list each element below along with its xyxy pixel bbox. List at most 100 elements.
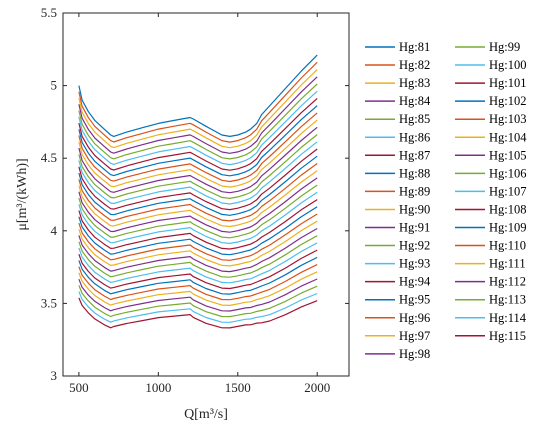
- legend-item: Hg:111: [455, 257, 526, 271]
- series-line: [78, 97, 318, 171]
- series-line: [78, 177, 318, 233]
- series-line: [78, 264, 318, 301]
- legend-label: Hg:91: [399, 221, 430, 235]
- series-line: [78, 249, 318, 290]
- legend-label: Hg:92: [399, 239, 430, 253]
- legend-label: Hg:103: [489, 112, 527, 126]
- y-tick-label: 4: [51, 223, 58, 238]
- series-line: [78, 134, 318, 199]
- legend-item: Hg:81: [365, 40, 430, 54]
- legend-item: Hg:86: [365, 130, 430, 144]
- legend-label: Hg:113: [489, 293, 526, 307]
- series-line: [78, 76, 318, 154]
- legend-item: Hg:94: [365, 275, 431, 289]
- legend-label: Hg:109: [489, 221, 527, 235]
- legend-label: Hg:81: [399, 40, 430, 54]
- series-line: [78, 227, 318, 273]
- legend-item: Hg:106: [455, 166, 527, 180]
- legend-label: Hg:88: [399, 166, 430, 180]
- legend-label: Hg:107: [489, 184, 527, 198]
- series-line: [78, 220, 318, 267]
- legend-item: Hg:105: [455, 148, 527, 162]
- series-line: [78, 141, 318, 205]
- legend-label: Hg:96: [399, 311, 430, 325]
- x-tick-label: 500: [69, 380, 89, 395]
- series-line: [78, 206, 318, 256]
- legend-item: Hg:93: [365, 257, 430, 271]
- legend-item: Hg:104: [455, 130, 527, 144]
- series-line: [78, 278, 318, 312]
- x-tick-label: 1000: [145, 380, 171, 395]
- legend-label: Hg:85: [399, 112, 430, 126]
- series-line: [78, 271, 318, 306]
- series-line: [78, 297, 318, 329]
- legend-label: Hg:84: [399, 94, 431, 108]
- legend-label: Hg:112: [489, 275, 526, 289]
- legend-item: Hg:107: [455, 184, 527, 198]
- legend-item: Hg:88: [365, 166, 430, 180]
- series-lines: [78, 54, 318, 329]
- series-line: [78, 291, 318, 323]
- legend-label: Hg:104: [489, 130, 527, 144]
- x-axis-label: Q[m³/s]: [184, 407, 228, 422]
- legend-item: Hg:97: [365, 329, 430, 343]
- legend-item: Hg:87: [365, 148, 430, 162]
- legend-label: Hg:93: [399, 257, 430, 271]
- legend-item: Hg:99: [455, 40, 520, 54]
- legend-item: Hg:114: [455, 311, 527, 325]
- series-line: [78, 112, 318, 183]
- legend-item: Hg:92: [365, 239, 430, 253]
- legend-item: Hg:109: [455, 221, 527, 235]
- legend-item: Hg:113: [455, 293, 526, 307]
- series-line: [78, 54, 318, 137]
- legend-item: Hg:91: [365, 221, 430, 235]
- legend-label: Hg:111: [489, 257, 526, 271]
- legend-label: Hg:83: [399, 76, 430, 90]
- axes-box: [62, 12, 350, 377]
- legend-label: Hg:106: [489, 166, 527, 180]
- series-line: [78, 213, 318, 261]
- legend-item: Hg:89: [365, 184, 430, 198]
- y-tick-label: 5.5: [41, 5, 57, 20]
- series-line: [78, 184, 318, 239]
- series-line: [78, 105, 318, 177]
- series-line: [78, 155, 318, 216]
- series-line: [78, 119, 318, 188]
- x-tick-label: 2000: [304, 380, 330, 395]
- series-line: [78, 242, 318, 284]
- legend-label: Hg:110: [489, 239, 526, 253]
- y-axis-label: μ[m³/(kWh)]: [15, 158, 30, 230]
- legend-item: Hg:101: [455, 76, 527, 90]
- legend-item: Hg:90: [365, 202, 430, 216]
- legend-label: Hg:98: [399, 347, 430, 361]
- legend-label: Hg:89: [399, 184, 430, 198]
- legend-item: Hg:95: [365, 293, 430, 307]
- series-line: [78, 256, 318, 295]
- series-line: [78, 235, 318, 278]
- legend-label: Hg:95: [399, 293, 430, 307]
- legend-item: Hg:103: [455, 112, 527, 126]
- series-line: [78, 163, 318, 222]
- axis-ticks: 500 1000 1500 2000 3 3.5 4 4.5 5 5.5: [41, 5, 349, 395]
- legend-label: Hg:82: [399, 58, 430, 72]
- y-tick-label: 4.5: [41, 150, 57, 165]
- legend-label: Hg:94: [399, 275, 431, 289]
- legend-label: Hg:99: [489, 40, 520, 54]
- series-line: [78, 285, 318, 318]
- y-tick-label: 3.5: [41, 295, 57, 310]
- legend-item: Hg:110: [455, 239, 526, 253]
- legend-label: Hg:105: [489, 148, 527, 162]
- series-line: [78, 90, 318, 166]
- series-line: [78, 170, 318, 228]
- legend-item: Hg:102: [455, 94, 527, 108]
- series-line: [78, 69, 318, 149]
- legend-item: Hg:115: [455, 329, 526, 343]
- series-line: [78, 83, 318, 160]
- legend-label: Hg:97: [399, 329, 430, 343]
- legend-label: Hg:87: [399, 148, 430, 162]
- legend-label: Hg:100: [489, 58, 527, 72]
- series-line: [78, 61, 318, 143]
- legend-label: Hg:115: [489, 329, 526, 343]
- legend-item: Hg:96: [365, 311, 430, 325]
